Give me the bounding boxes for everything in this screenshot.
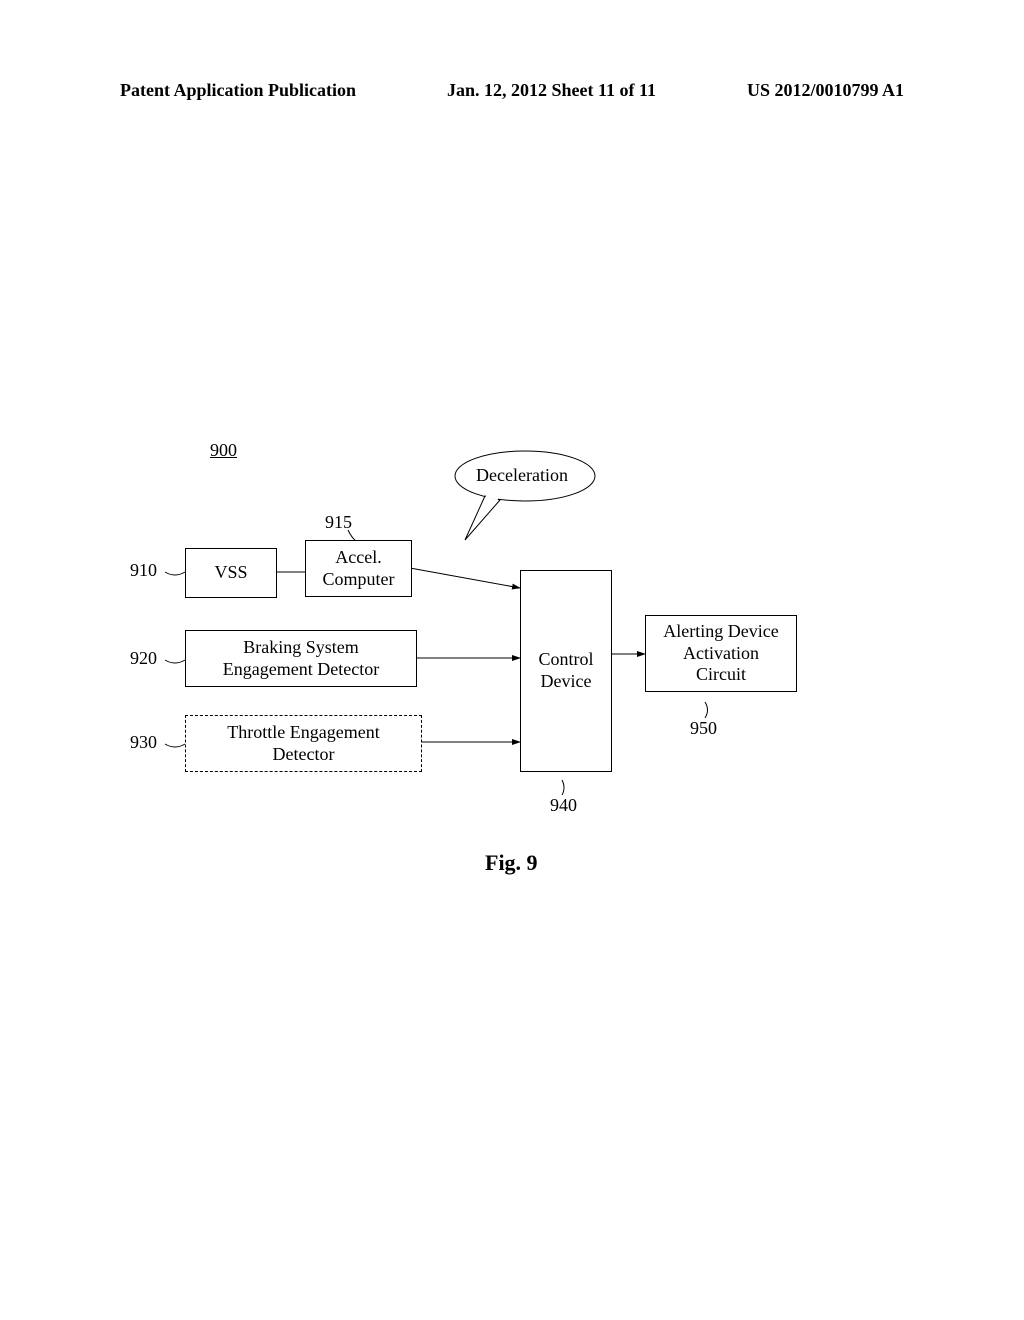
braking-detector-block: Braking System Engagement Detector bbox=[185, 630, 417, 687]
control-device-block: Control Device bbox=[520, 570, 612, 772]
ref-915: 915 bbox=[325, 512, 352, 533]
ref-940: 940 bbox=[550, 795, 577, 816]
figure-9-diagram: Deceleration 900 VSS 910 Accel. Computer… bbox=[130, 420, 910, 900]
ref-930: 930 bbox=[130, 732, 157, 753]
accel-computer-block: Accel. Computer bbox=[305, 540, 412, 597]
alerting-label-2: Activation bbox=[663, 643, 778, 665]
throttle-label-1: Throttle Engagement bbox=[227, 722, 379, 744]
figure-caption: Fig. 9 bbox=[485, 850, 538, 876]
page-header: Patent Application Publication Jan. 12, … bbox=[0, 80, 1024, 101]
ref-910: 910 bbox=[130, 560, 157, 581]
control-label-2: Device bbox=[538, 671, 593, 693]
ref-900: 900 bbox=[210, 440, 237, 461]
braking-label-1: Braking System bbox=[223, 637, 379, 659]
ref-950: 950 bbox=[690, 718, 717, 739]
throttle-detector-block: Throttle Engagement Detector bbox=[185, 715, 422, 772]
vss-block: VSS bbox=[185, 548, 277, 598]
throttle-label-2: Detector bbox=[227, 744, 379, 766]
accel-label-1: Accel. bbox=[323, 547, 395, 569]
ref-920: 920 bbox=[130, 648, 157, 669]
braking-label-2: Engagement Detector bbox=[223, 659, 379, 681]
header-right: US 2012/0010799 A1 bbox=[747, 80, 904, 101]
deceleration-callout-text: Deceleration bbox=[476, 465, 568, 486]
vss-label: VSS bbox=[214, 562, 247, 584]
control-label-1: Control bbox=[538, 649, 593, 671]
header-middle: Jan. 12, 2012 Sheet 11 of 11 bbox=[447, 80, 656, 101]
accel-label-2: Computer bbox=[323, 569, 395, 591]
alerting-label-3: Circuit bbox=[663, 664, 778, 686]
header-left: Patent Application Publication bbox=[120, 80, 356, 101]
alerting-device-block: Alerting Device Activation Circuit bbox=[645, 615, 797, 692]
alerting-label-1: Alerting Device bbox=[663, 621, 778, 643]
